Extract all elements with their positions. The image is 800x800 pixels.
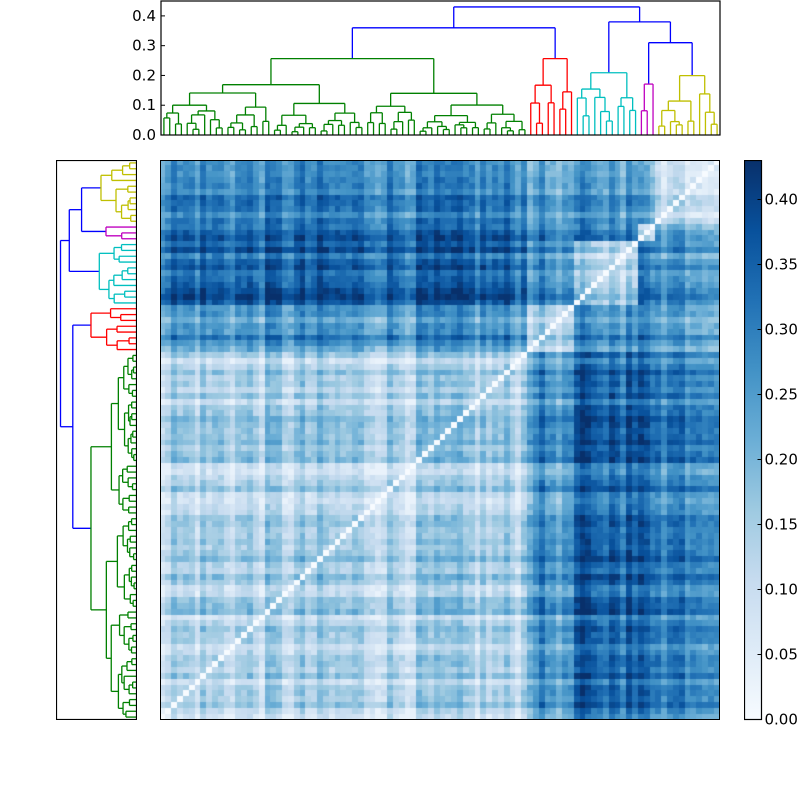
heatmap-frame xyxy=(160,160,720,720)
colorbar-tick-label: 0.10 xyxy=(765,581,798,599)
heatmap-canvas xyxy=(160,160,720,720)
top-dendrogram-svg: 0.0 0.1 0.2 0.3 0.4 xyxy=(132,0,721,144)
colorbar-tick-label: 0.30 xyxy=(765,321,798,339)
colorbar-tick-label: 0.00 xyxy=(765,711,798,726)
colorbar-tick-label: 0.40 xyxy=(765,191,798,209)
colorbar-tick-label: 0.20 xyxy=(765,451,798,469)
top-dendrogram: 0.0 0.1 0.2 0.3 0.4 xyxy=(100,0,725,150)
top-dendrogram-tick-label: 0.4 xyxy=(132,7,156,25)
heatmap xyxy=(160,160,721,720)
colorbar-tick-label: 0.25 xyxy=(765,386,798,404)
colorbar-tick-label: 0.05 xyxy=(765,646,798,664)
colorbar-tick-label: 0.15 xyxy=(765,516,798,534)
left-dendrogram-svg xyxy=(56,160,137,720)
left-dendrogram xyxy=(56,160,137,720)
colorbar: 0.00 0.05 0.10 0.15 0.20 0.25 0.30 0.35 0.40 xyxy=(744,160,800,725)
colorbar-svg: 0.00 0.05 0.10 0.15 0.20 0.25 0.30 0.35 0.40 xyxy=(744,160,798,726)
colorbar-gradient xyxy=(744,160,763,721)
colorbar-tick-label: 0.35 xyxy=(765,256,798,274)
top-dendrogram-tick-label: 0.3 xyxy=(132,37,156,55)
top-dendrogram-tick-label: 0.2 xyxy=(132,66,156,84)
top-dendrogram-tick-label: 0.1 xyxy=(132,96,156,114)
top-dendrogram-tick-label: 0.0 xyxy=(132,126,156,144)
